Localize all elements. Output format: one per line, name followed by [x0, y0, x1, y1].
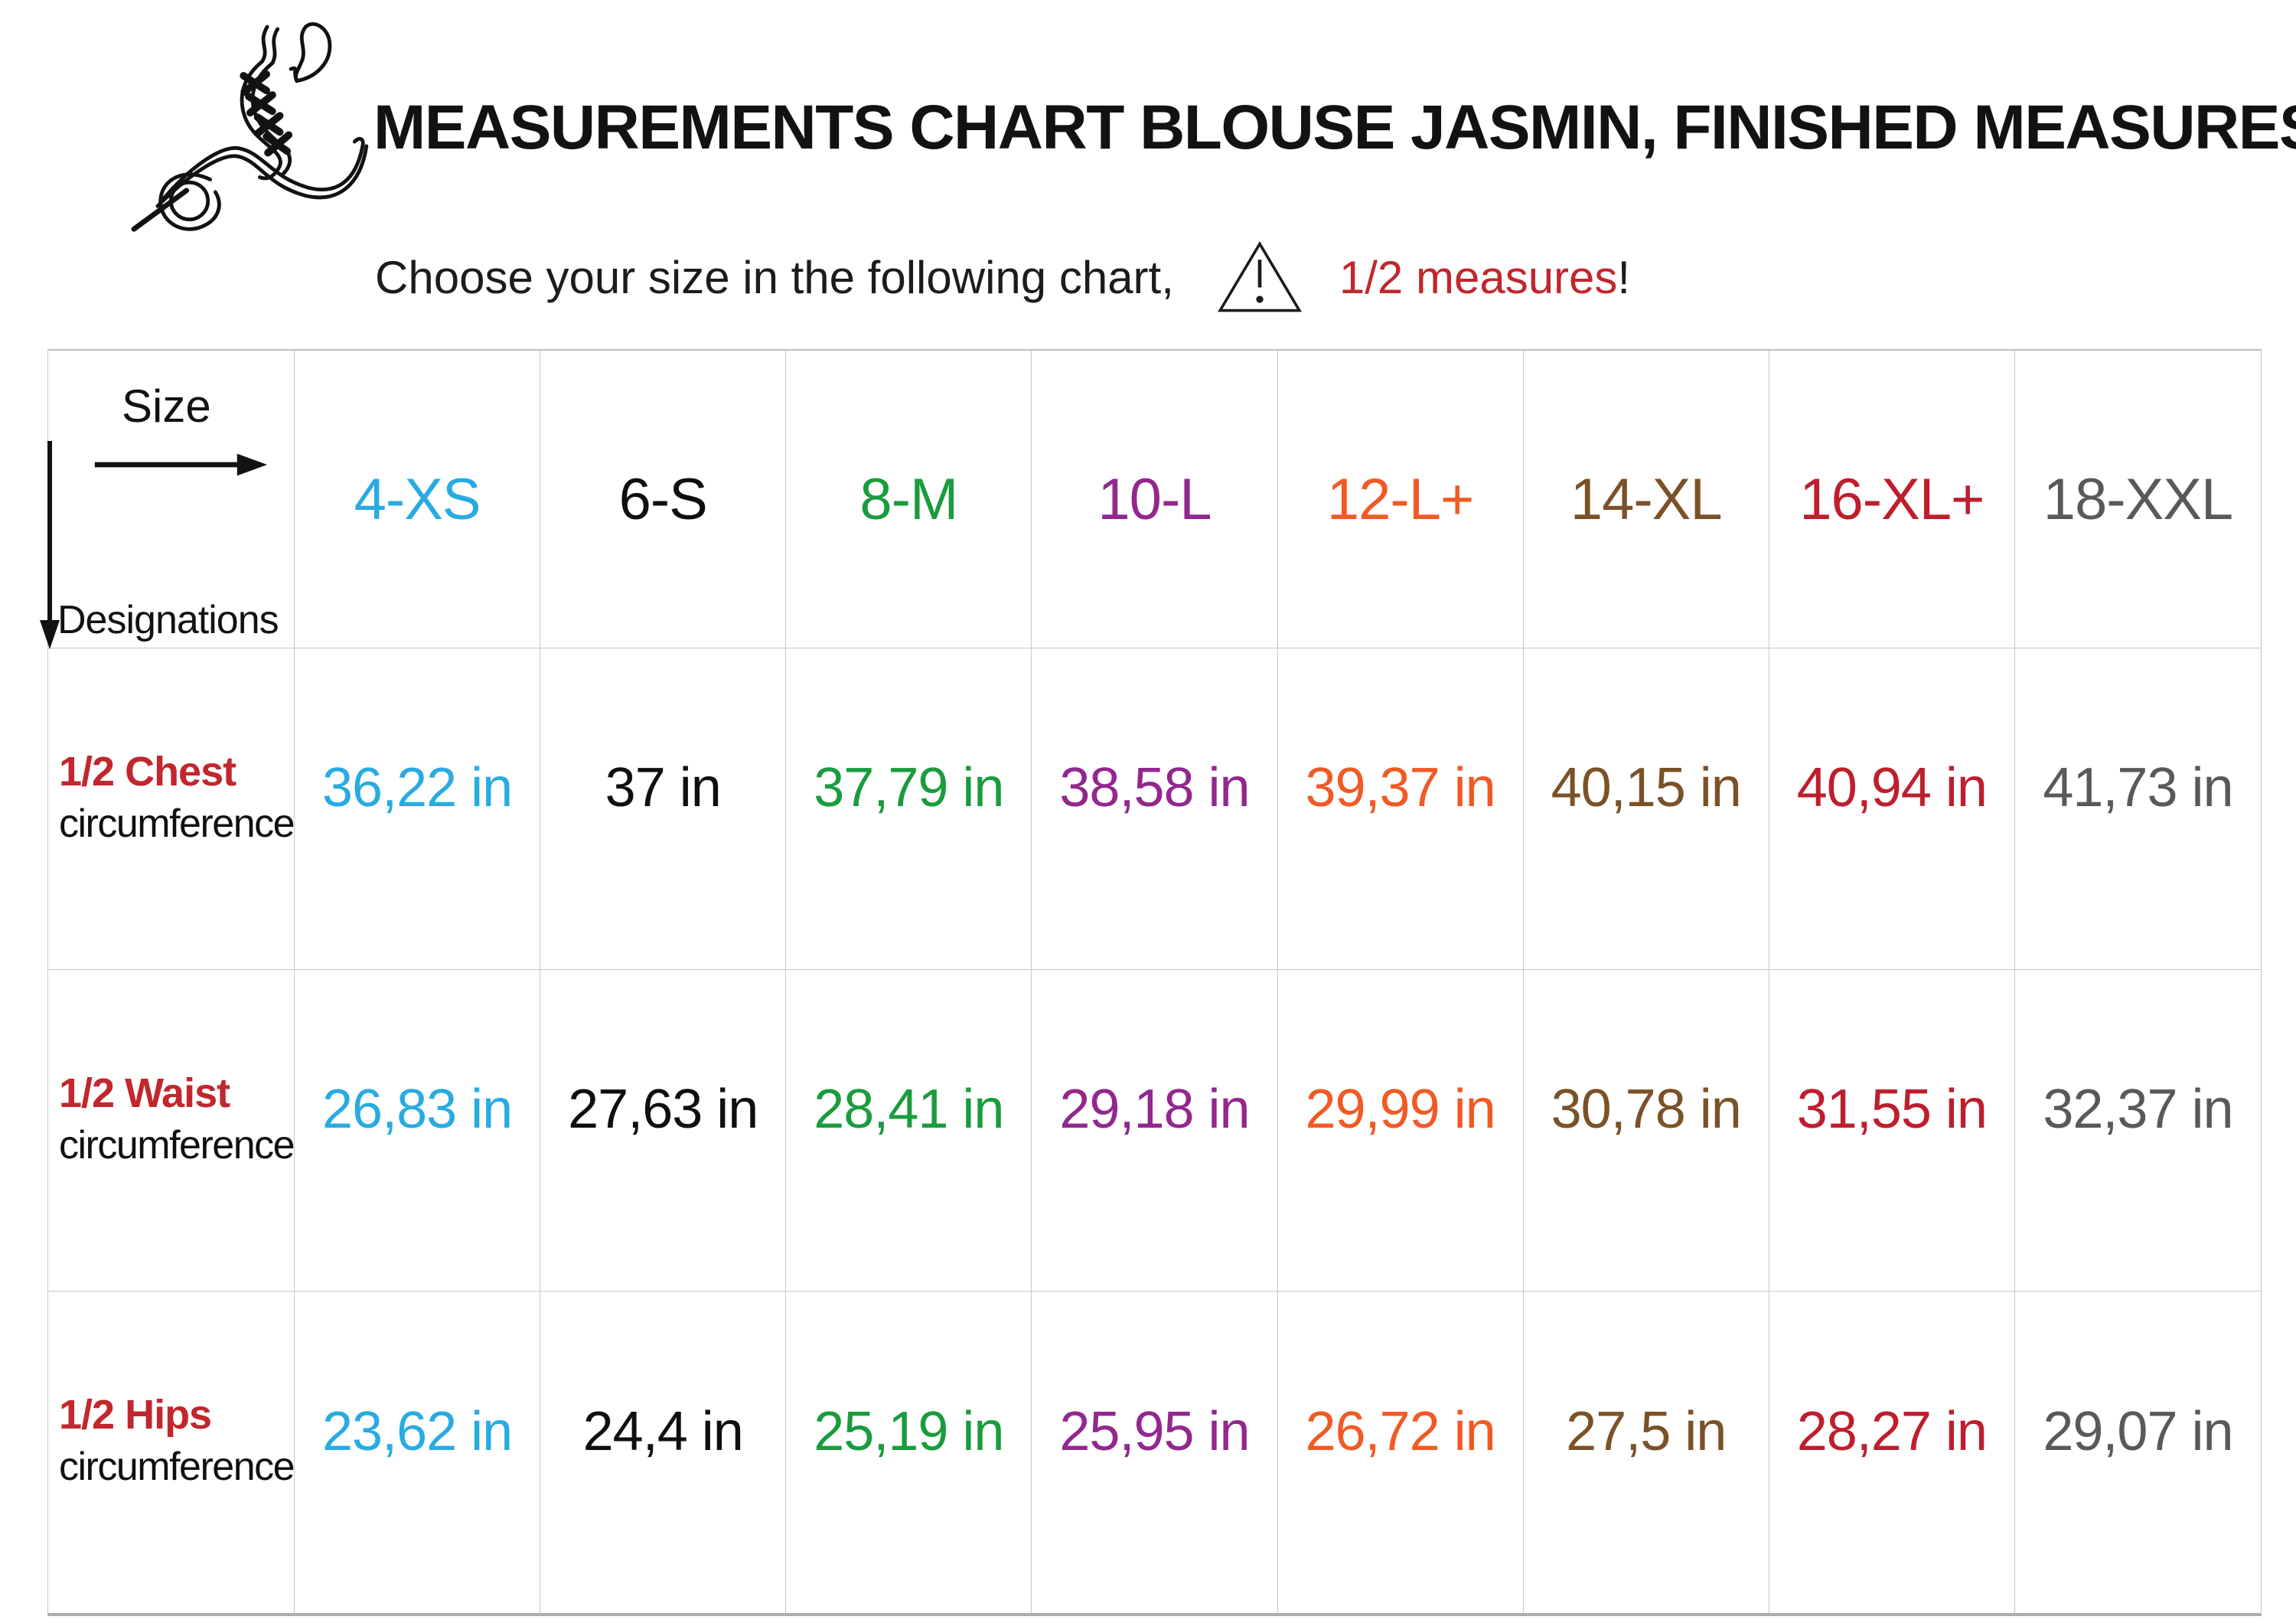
waist-value-10-l: 29,18 in [1032, 970, 1278, 1292]
row-label-chest: 1/2 Chest circumference [48, 648, 295, 970]
hips-value-18-xxl: 29,07 in [2043, 1400, 2233, 1462]
half-measures-warning: 1/2 measures! [1339, 251, 1630, 304]
chest-value-12-lplus: 39,37 in [1277, 648, 1524, 970]
chest-value-6-s: 37 in [540, 648, 787, 970]
waist-value-16-xlplus: 31,55 in [1769, 970, 2015, 1292]
needle-and-thread-logo-icon [121, 5, 373, 234]
hips-value-8-m: 25,19 in [786, 1292, 1032, 1613]
hips-value-10-l: 25,95 in [1032, 1292, 1278, 1613]
warning-exclamation: ! [1617, 251, 1631, 303]
size-column-header-12-lplus: 12-L+ [1277, 351, 1524, 648]
waist-value-4-xs: 26,83 in [295, 970, 541, 1292]
down-arrow-icon [40, 441, 60, 649]
subtitle-row: Choose your size in the following chart,… [375, 227, 1630, 328]
waist-value-6-s: 27,63 in [540, 970, 787, 1292]
row-label-waist: 1/2 Waist circumference [48, 970, 295, 1292]
waist-value-18-xxl: 32,37 in [2014, 970, 2261, 1292]
waist-value-8-m: 28,41 in [786, 970, 1032, 1292]
warning-triangle-icon [1215, 238, 1304, 316]
chest-value-18-xxl: 41,73 in [2014, 648, 2261, 970]
size-column-header-8-m: 8-M [786, 351, 1032, 648]
size-column-header-14-xl: 14-XL [1523, 351, 1769, 648]
chest-value-8-m: 37,79 in [786, 648, 1032, 970]
hips-value-4-xs: 23,62 in [295, 1292, 541, 1613]
chest-value-14-xl: 40,15 in [1523, 648, 1769, 970]
size-column-header-6-s: 6-S [540, 351, 787, 648]
half-measures-warning-text: 1/2 measures [1339, 251, 1618, 303]
corner-cell: Size Designations [40, 351, 295, 649]
size-column-header-10-l: 10-L [1032, 351, 1278, 648]
chest-value-4-xs: 36,22 in [295, 648, 541, 970]
hips-value-12-lplus: 26,72 in [1278, 1292, 1524, 1613]
waist-value-12-lplus: 29,99 in [1277, 970, 1524, 1292]
size-table: Size Designations 4-XS 6-S 8-M 10-L 12-L… [40, 349, 2262, 1616]
size-column-header-16-xlplus: 16-XL+ [1769, 351, 2015, 648]
size-column-header-4-xs: 4-XS [295, 351, 541, 648]
chest-value-10-l: 38,58 in [1032, 648, 1278, 970]
chest-value-16-xlplus: 40,94 in [1769, 648, 2015, 970]
size-column-header-18-xxl: 18-XXL [2014, 351, 2261, 648]
waist-value-14-xl: 30,78 in [1523, 970, 1769, 1292]
hips-value-16-xlplus: 28,27 in [1769, 1292, 2015, 1613]
right-arrow-icon [94, 453, 268, 476]
subtitle-text: Choose your size in the following chart, [375, 251, 1174, 303]
hips-value-14-xl: 27,5 in [1524, 1292, 1769, 1613]
page-title: MEASUREMENTS CHART BLOUSE JASMIN, FINISH… [373, 93, 2296, 162]
row-label-hips: 1/2 Hips circumference [48, 1292, 295, 1613]
designations-axis-label: Designations [57, 598, 279, 642]
hips-value-6-s: 24,4 in [540, 1292, 787, 1613]
size-axis-label: Size [122, 380, 211, 432]
